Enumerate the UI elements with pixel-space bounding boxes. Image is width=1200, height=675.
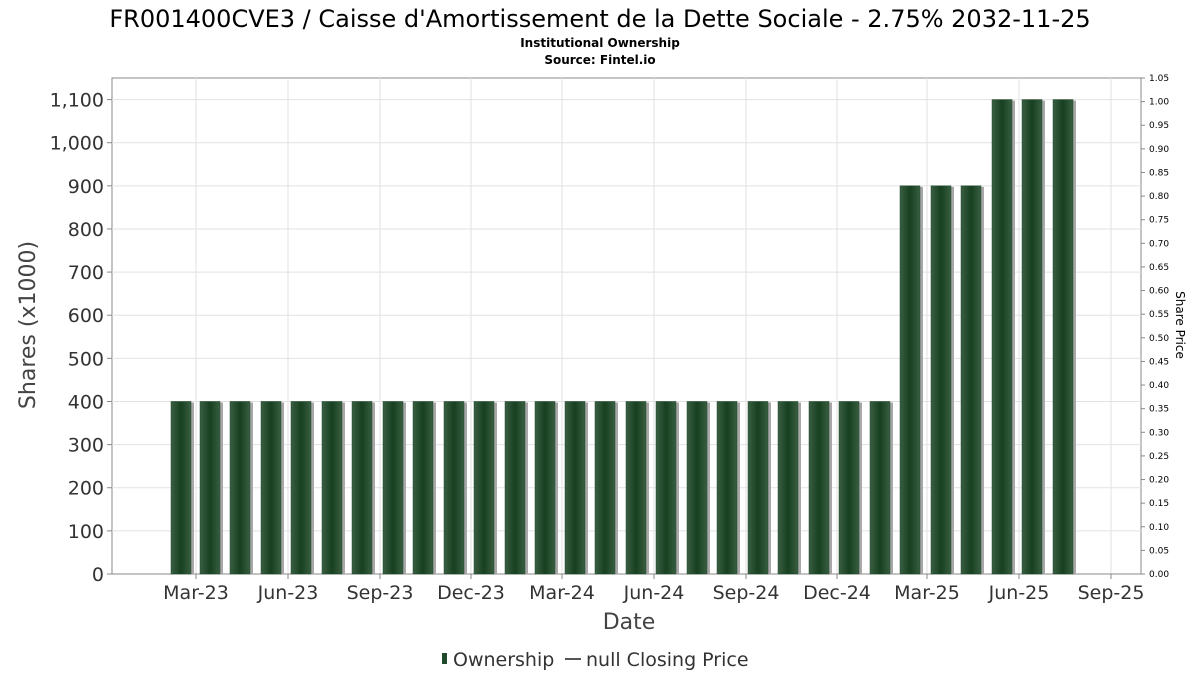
y2-tick-label: 0.40 [1149, 381, 1169, 391]
x-tick-label: Mar-23 [163, 582, 229, 604]
ownership-bar [747, 401, 769, 575]
y2-axis-label: Share Price [1173, 291, 1187, 359]
ownership-bar [1052, 99, 1074, 575]
x-tick-label: Jun-23 [257, 582, 319, 604]
y-tick-label: 600 [68, 305, 104, 327]
y-axis-label: Shares (x1000) [16, 241, 41, 409]
x-axis-ticks: Mar-23 Jun-23 Sep-23 Dec-23 Mar-24 Jun-24 Sep-… [163, 574, 1144, 604]
ownership-bar [351, 401, 373, 575]
y2-tick-label: 0.00 [1149, 570, 1169, 580]
y2-tick-label: 0.65 [1149, 263, 1169, 273]
x-tick-label: Dec-23 [437, 582, 505, 604]
chart-subtitle-line-2: Source: Fintel.io [544, 53, 655, 67]
ownership-bar [290, 401, 312, 575]
ownership-bar [412, 401, 434, 575]
y2-tick-label: 0.30 [1149, 428, 1169, 438]
ownership-bar [594, 401, 616, 575]
y-tick-label: 100 [68, 521, 104, 543]
y2-tick-label: 0.25 [1149, 452, 1169, 462]
ownership-bar [808, 401, 830, 575]
x-tick-label: Sep-25 [1078, 582, 1145, 604]
y-tick-label: 0 [92, 564, 104, 586]
chart-title: FR001400CVE3 / Caisse d'Amortissement de… [109, 5, 1090, 33]
y-tick-label: 1,000 [50, 133, 104, 155]
ownership-bar [199, 401, 221, 575]
x-tick-label: Mar-25 [894, 582, 960, 604]
y2-tick-label: 0.75 [1149, 216, 1169, 226]
x-tick-label: Mar-24 [529, 582, 595, 604]
x-tick-label: Jun-24 [623, 582, 685, 604]
ownership-bar [899, 185, 921, 575]
y2-axis-ticks: 0.00 0.05 0.10 0.15 0.20 0.25 0.30 0.35 0.40 0.45… [1141, 74, 1169, 580]
x-tick-label: Dec-24 [803, 582, 871, 604]
x-tick-label: Jun-25 [988, 582, 1050, 604]
ownership-bar [321, 401, 343, 575]
y2-tick-label: 0.35 [1149, 405, 1169, 415]
y2-tick-label: 0.80 [1149, 192, 1169, 202]
ownership-bar [655, 401, 677, 575]
y-tick-label: 200 [68, 478, 104, 500]
chart-subtitle-line-1: Institutional Ownership [520, 36, 680, 50]
ownership-bar [686, 401, 708, 575]
legend: Ownership null Closing Price [442, 649, 749, 671]
y-tick-label: 900 [68, 176, 104, 198]
y2-tick-label: 0.55 [1149, 310, 1169, 320]
y2-tick-label: 0.70 [1149, 239, 1169, 249]
y2-tick-label: 0.15 [1149, 499, 1169, 509]
y2-tick-label: 0.50 [1149, 334, 1169, 344]
ownership-bar [504, 401, 526, 575]
y2-tick-label: 0.90 [1149, 145, 1169, 155]
y2-tick-label: 0.10 [1149, 523, 1169, 533]
y-tick-label: 400 [68, 391, 104, 413]
x-tick-label: Sep-23 [347, 582, 414, 604]
y-tick-label: 1,100 [50, 90, 104, 112]
legend-price-label: null Closing Price [586, 649, 749, 671]
ownership-bar [534, 401, 556, 575]
ownership-bar [473, 401, 495, 575]
y2-tick-label: 0.95 [1149, 121, 1169, 131]
ownership-bar [991, 99, 1013, 575]
y2-tick-label: 0.45 [1149, 357, 1169, 367]
y-tick-label: 500 [68, 348, 104, 370]
ownership-bar [170, 401, 192, 575]
ownership-bar [564, 401, 586, 575]
ownership-bars [170, 99, 1076, 575]
ownership-bar [382, 401, 404, 575]
ownership-bar [229, 401, 251, 575]
y2-tick-label: 0.60 [1149, 287, 1169, 297]
ownership-bar [869, 401, 891, 575]
y-tick-label: 800 [68, 219, 104, 241]
ownership-bar [1021, 99, 1043, 575]
x-axis-label: Date [603, 610, 656, 635]
ownership-bar [930, 185, 952, 575]
y2-tick-label: 0.05 [1149, 546, 1169, 556]
y-axis-ticks: 0 100 200 300 400 500 600 700 800 900 1,000 1,100 [50, 90, 112, 586]
ownership-bar [838, 401, 860, 575]
y2-tick-label: 0.85 [1149, 168, 1169, 178]
ownership-bar [960, 185, 982, 575]
ownership-bar [625, 401, 647, 575]
y2-tick-label: 1.05 [1149, 74, 1169, 84]
legend-ownership-swatch [442, 653, 447, 664]
ownership-bar [443, 401, 465, 575]
ownership-bar [716, 401, 738, 575]
ownership-bar [777, 401, 799, 575]
y-tick-label: 300 [68, 435, 104, 457]
ownership-bar [260, 401, 282, 575]
legend-ownership-label: Ownership [453, 649, 554, 671]
y2-tick-label: 1.00 [1149, 98, 1169, 108]
y-tick-label: 700 [68, 262, 104, 284]
y2-tick-label: 0.20 [1149, 476, 1169, 486]
x-tick-label: Sep-24 [713, 582, 780, 604]
